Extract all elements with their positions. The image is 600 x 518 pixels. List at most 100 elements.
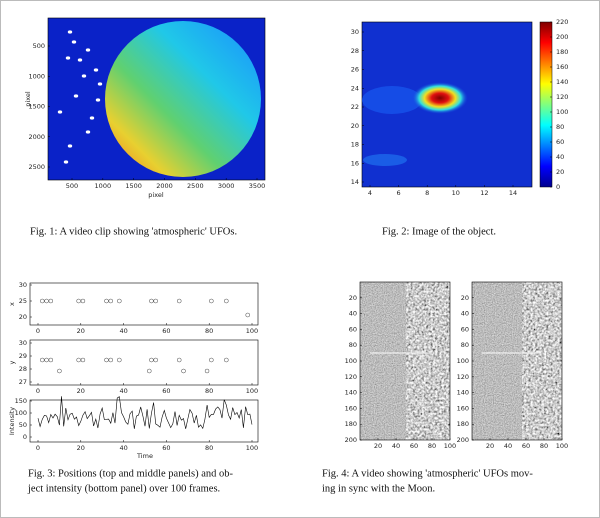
ufo-dot bbox=[65, 56, 71, 60]
axes bbox=[29, 282, 259, 326]
marker bbox=[48, 298, 54, 304]
y-tick-label: 120 bbox=[457, 373, 469, 381]
colorbar-label: 120 bbox=[556, 93, 568, 101]
y-tick-label: 160 bbox=[345, 404, 357, 412]
marker bbox=[204, 368, 210, 374]
marker bbox=[44, 357, 49, 363]
marker bbox=[48, 357, 54, 363]
x-tick-label: 40 bbox=[392, 442, 400, 450]
x-tick-label: 20 bbox=[374, 442, 382, 450]
caption: Fig. 2: Image of the object. bbox=[382, 226, 496, 237]
marker bbox=[44, 298, 49, 304]
x-tick-label: 10 bbox=[452, 189, 460, 197]
x-tick-label: 100 bbox=[556, 442, 568, 450]
marker bbox=[104, 357, 109, 363]
caption: ject intensity (bottom panel) over 100 f… bbox=[27, 483, 220, 494]
x-tick-label: 2500 bbox=[187, 182, 204, 190]
x-tick-label: 20 bbox=[77, 327, 85, 335]
x-tick-label: 20 bbox=[486, 442, 494, 450]
y-tick-label: 18 bbox=[351, 141, 359, 149]
y-tick-label: 26 bbox=[351, 66, 359, 74]
y-tick-label: 80 bbox=[349, 341, 357, 349]
x-tick-label: 100 bbox=[246, 444, 258, 452]
y-axis-label: y bbox=[8, 360, 16, 364]
colorbar-label: 100 bbox=[556, 108, 568, 116]
y-tick-label: 29 bbox=[19, 352, 27, 360]
x-tick-label: 14 bbox=[509, 189, 517, 197]
marker bbox=[176, 298, 182, 304]
x-tick-label: 80 bbox=[540, 442, 548, 450]
x-tick-label: 0 bbox=[36, 327, 40, 335]
caption: ing in sync with the Moon. bbox=[322, 483, 435, 494]
marker bbox=[153, 357, 158, 363]
ufo-dot bbox=[97, 82, 103, 86]
y-tick-label: 160 bbox=[457, 404, 469, 412]
y-tick-label: 27 bbox=[19, 378, 27, 386]
marker bbox=[117, 298, 122, 304]
axes bbox=[29, 339, 259, 386]
y-axis-label: pixel bbox=[24, 91, 32, 107]
y-tick-label: 60 bbox=[461, 325, 469, 333]
colorbar-label: 220 bbox=[556, 18, 568, 26]
marker bbox=[224, 357, 229, 363]
marker bbox=[209, 298, 214, 304]
y-tick-label: 30 bbox=[351, 28, 359, 36]
x-tick-label: 80 bbox=[205, 387, 213, 395]
x-tick-label: 4 bbox=[368, 189, 372, 197]
x-tick-label: 12 bbox=[480, 189, 488, 197]
colorbar-label: 180 bbox=[556, 48, 568, 56]
marker bbox=[147, 368, 152, 374]
x-tick-label: 80 bbox=[205, 444, 213, 452]
caption: Fig. 4: A video showing 'atmospheric' UF… bbox=[322, 468, 533, 479]
marker bbox=[40, 298, 45, 304]
ufo-dot bbox=[57, 110, 63, 114]
object-blob bbox=[412, 82, 468, 114]
x-tick-label: 8 bbox=[425, 189, 429, 197]
y-tick-label: 30 bbox=[19, 281, 27, 289]
ufo-dot bbox=[85, 48, 91, 52]
x-tick-label: 60 bbox=[162, 387, 170, 395]
colorbar-label: 60 bbox=[556, 138, 564, 146]
x-axis-label: pixel bbox=[148, 191, 164, 199]
x-tick-label: 80 bbox=[428, 442, 436, 450]
x-tick-label: 100 bbox=[246, 327, 258, 335]
y-tick-label: 1500 bbox=[28, 103, 45, 111]
y-tick-label: 180 bbox=[345, 420, 357, 428]
ufo-dot bbox=[67, 30, 73, 34]
ufo-dot bbox=[85, 130, 91, 134]
marker bbox=[104, 298, 109, 304]
x-tick-label: 3500 bbox=[249, 182, 266, 190]
colorbar-label: 140 bbox=[556, 78, 568, 86]
y-tick-label: 2500 bbox=[28, 163, 45, 171]
caption: Fig. 1: A video clip showing 'atmospheri… bbox=[30, 226, 237, 237]
marker bbox=[57, 368, 62, 374]
y-tick-label: 20 bbox=[461, 294, 469, 302]
x-tick-label: 100 bbox=[246, 387, 258, 395]
marker bbox=[76, 357, 81, 363]
y-axis-label: Intensity bbox=[8, 407, 16, 435]
colorbar-label: 40 bbox=[556, 153, 564, 161]
y-tick-label: 28 bbox=[19, 365, 27, 373]
y-tick-label: 100 bbox=[345, 357, 357, 365]
x-tick-label: 20 bbox=[77, 444, 85, 452]
marker bbox=[181, 368, 186, 374]
y-tick-label: 120 bbox=[345, 373, 357, 381]
y-tick-label: 22 bbox=[351, 103, 359, 111]
marker bbox=[40, 357, 45, 363]
marker bbox=[153, 298, 158, 304]
colorbar-label: 0 bbox=[556, 183, 560, 191]
y-tick-label: 500 bbox=[33, 42, 45, 50]
ufo-dot bbox=[93, 68, 99, 72]
colorbar bbox=[539, 21, 553, 188]
intensity-line bbox=[37, 396, 253, 430]
x-tick-label: 60 bbox=[522, 442, 530, 450]
y-tick-label: 180 bbox=[457, 420, 469, 428]
moon-edge bbox=[410, 282, 450, 440]
axes bbox=[29, 399, 259, 443]
colorbar-label: 80 bbox=[556, 123, 564, 131]
y-axis-label: x bbox=[8, 302, 16, 306]
marker bbox=[80, 298, 86, 304]
ufo-dot bbox=[63, 160, 69, 164]
ufo-dot bbox=[67, 144, 73, 148]
moon bbox=[105, 21, 261, 177]
